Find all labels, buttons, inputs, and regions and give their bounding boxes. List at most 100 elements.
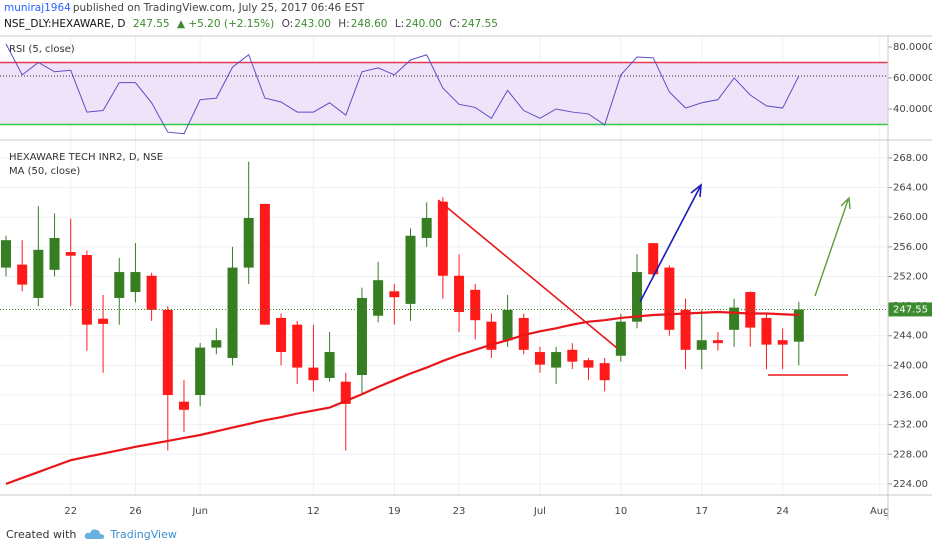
candle-body — [195, 347, 206, 395]
candle-body — [502, 309, 513, 341]
candle-body — [632, 272, 643, 322]
header-line: muniraj1964 published on TradingView.com,… — [4, 2, 368, 14]
rsi-line — [5, 43, 800, 135]
candle-body — [405, 235, 416, 304]
symbol: NSE_DLY:HEXAWARE, D — [4, 18, 126, 30]
trend-line — [437, 199, 618, 349]
candle-body — [712, 340, 723, 344]
candle-body — [130, 272, 141, 293]
y-tick-label: 268.00 — [893, 153, 928, 164]
candle-body — [599, 363, 610, 381]
candle-body — [33, 249, 44, 298]
y-tick-label: 260.00 — [893, 212, 928, 223]
y-tick-label: 256.00 — [893, 242, 928, 253]
candle-body — [17, 264, 28, 285]
ohlc-value: 243.00 — [294, 18, 331, 30]
candle-body — [308, 367, 319, 381]
ohlc-label: L: — [394, 18, 405, 30]
y-tick-label: 252.00 — [893, 271, 928, 282]
candle-body — [162, 309, 173, 395]
candle-body — [49, 237, 60, 270]
candle-body — [729, 307, 740, 330]
ma-legend: MA (50, close) — [9, 166, 80, 177]
x-tick-label: 19 — [388, 506, 401, 517]
candle-body — [793, 309, 804, 342]
marks: 247.55 — [0, 43, 932, 485]
logo — [85, 529, 105, 539]
candle-body — [680, 309, 691, 350]
candle-body — [583, 360, 594, 368]
candle-body — [340, 381, 351, 404]
candle-body — [615, 321, 626, 356]
candle-body — [486, 321, 497, 350]
ohlc-label: H: — [338, 18, 350, 30]
ohlc-label: C: — [449, 18, 461, 30]
candle-body — [243, 217, 254, 268]
drawings — [437, 183, 851, 376]
candle-body — [114, 272, 125, 298]
candle-body — [421, 217, 432, 238]
candle-body — [454, 275, 465, 313]
candle-body — [664, 267, 675, 330]
ohlc-label: O: — [281, 18, 294, 30]
y-tick-label: 60.0000 — [893, 73, 932, 84]
arrow — [639, 186, 701, 303]
y-tick-label: 228.00 — [893, 449, 928, 460]
arrow-head — [840, 196, 851, 210]
brand[interactable]: TradingView — [110, 527, 177, 541]
rsi-band — [0, 62, 888, 125]
y-tick-label: 264.00 — [893, 183, 928, 194]
arrow — [814, 199, 849, 297]
x-tick-label: 17 — [695, 506, 708, 517]
chart-title: HEXAWARE TECH INR2, D, NSE — [9, 152, 163, 163]
candle-body — [81, 255, 92, 325]
candle-body — [98, 318, 109, 324]
candle-body — [211, 340, 222, 348]
x-tick-label: Aug — [870, 506, 890, 517]
candle-body — [534, 352, 545, 365]
candle-body — [356, 297, 367, 375]
candle-body — [178, 401, 189, 410]
y-tick-label: 80.0000 — [893, 42, 932, 53]
candle-body — [373, 280, 384, 316]
ohlc-value: 247.55 — [461, 18, 498, 30]
last-price-box — [888, 302, 932, 317]
candle-body — [1, 240, 11, 268]
panes: 224.00228.00232.00236.00240.00244.00248.… — [0, 36, 932, 517]
user[interactable]: muniraj1964 — [4, 2, 71, 14]
ohlc-value: 240.00 — [405, 18, 442, 30]
y-tick-label: 244.00 — [893, 331, 928, 342]
created: Created with — [6, 527, 77, 541]
footer: Created with TradingView — [6, 527, 177, 541]
y-tick-label: 232.00 — [893, 420, 928, 431]
candle-body — [470, 289, 481, 321]
y-tick-label: 236.00 — [893, 390, 928, 401]
x-tick-label: Jul — [533, 506, 546, 517]
candle-body — [146, 275, 157, 310]
symbol-line: NSE_DLY:HEXAWARE, D 247.55 ▲ +5.20 (+2.1… — [4, 18, 502, 30]
candle-body — [324, 352, 335, 378]
x-tick-label: 22 — [64, 506, 77, 517]
x-tick-label: 12 — [307, 506, 320, 517]
candle-body — [551, 352, 562, 368]
candle-body — [777, 340, 788, 345]
arrow-head — [690, 183, 702, 198]
chart: 224.00228.00232.00236.00240.00244.00248.… — [0, 35, 932, 520]
rsi-legend: RSI (5, close) — [9, 44, 75, 55]
candle-body — [389, 291, 400, 298]
last: 247.55 — [132, 18, 170, 30]
last-price-label: 247.55 — [893, 304, 928, 315]
candle-body — [696, 340, 707, 350]
candle-body — [567, 349, 578, 362]
candle-body — [648, 243, 659, 275]
x-tick-label: 23 — [453, 506, 466, 517]
candle-body — [227, 267, 238, 358]
change: ▲ +5.20 (+2.15%) — [176, 18, 275, 30]
candle-body — [276, 317, 287, 353]
candle-body — [65, 252, 76, 256]
x-tick-label: 24 — [776, 506, 789, 517]
x-tick-label: Jun — [191, 506, 208, 517]
y-tick-label: 240.00 — [893, 360, 928, 371]
ma-line — [5, 310, 799, 485]
